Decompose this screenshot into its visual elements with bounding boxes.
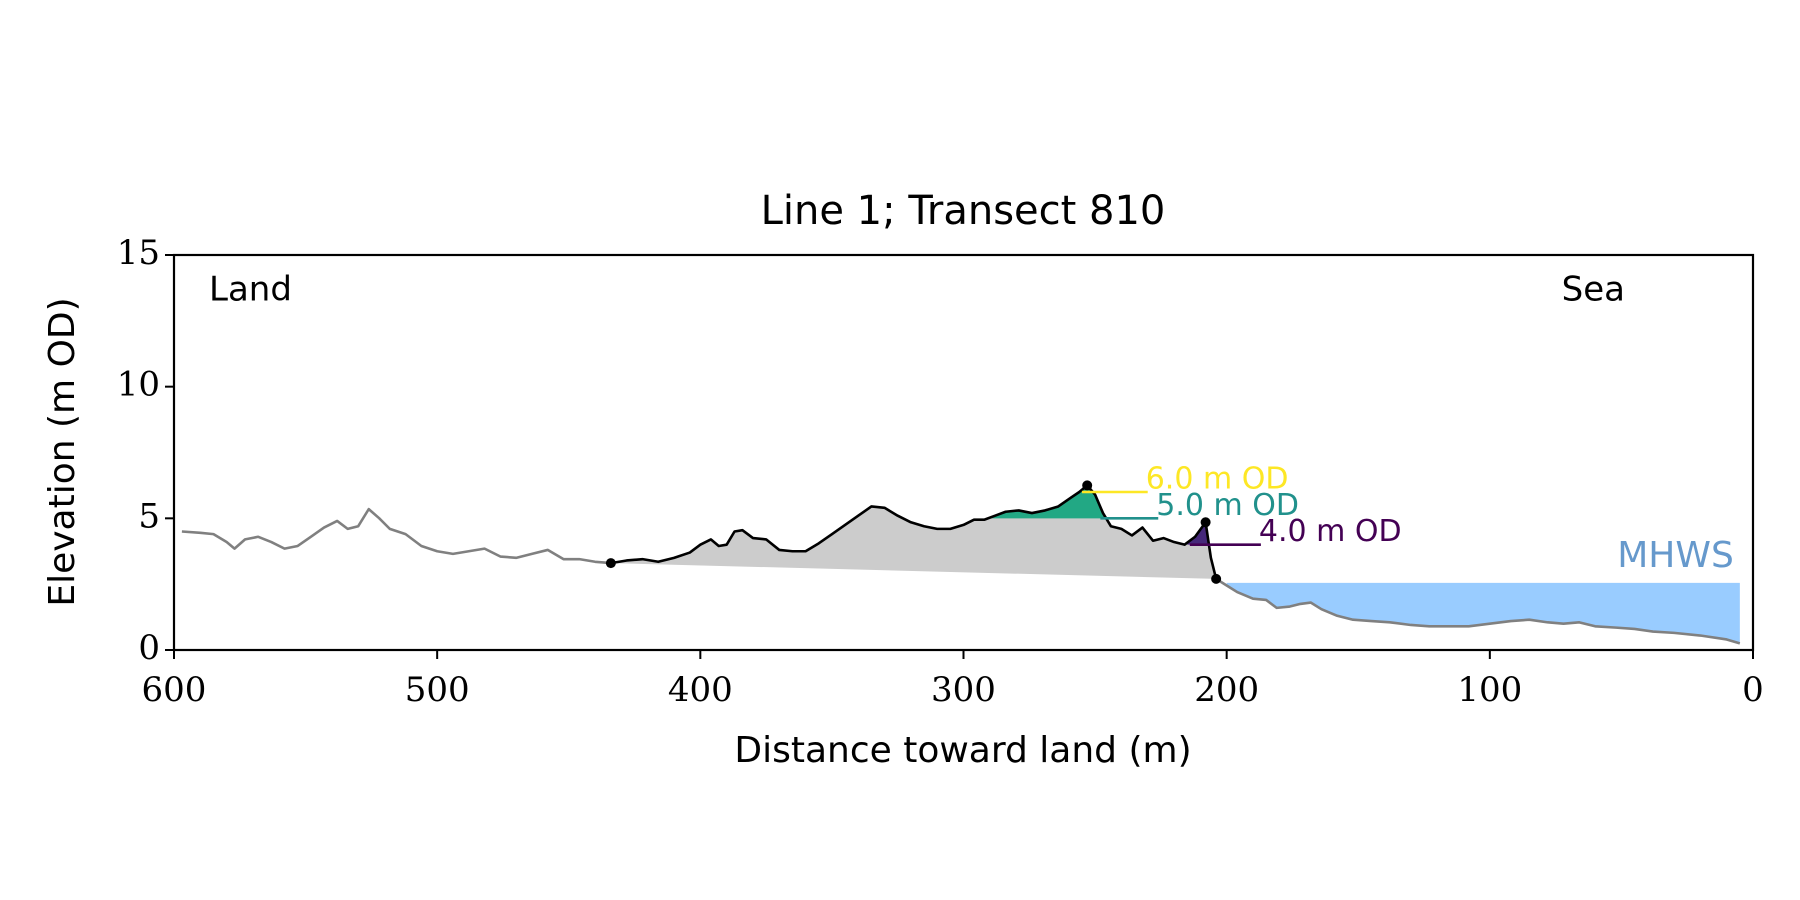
annotation: Sea xyxy=(1562,270,1625,310)
level-label: 6.0 m OD xyxy=(1146,462,1289,497)
mhws-fill xyxy=(1226,582,1740,644)
x-tick-label: 300 xyxy=(931,670,996,710)
mhws-label: MHWS xyxy=(1617,535,1734,576)
y-tick-label: 5 xyxy=(138,496,160,536)
profile-marker xyxy=(605,558,616,569)
profile-marker xyxy=(1200,517,1211,528)
profile-marker xyxy=(1082,480,1093,491)
annotation: Land xyxy=(209,270,292,310)
level-label: 4.0 m OD xyxy=(1259,514,1402,549)
level-fill xyxy=(984,485,1105,519)
x-tick-label: 0 xyxy=(1742,670,1764,710)
profile-marker xyxy=(1211,573,1222,584)
x-tick-label: 500 xyxy=(405,670,470,710)
x-tick-label: 200 xyxy=(1194,670,1259,710)
x-tick-label: 600 xyxy=(142,670,207,710)
x-axis-label: Distance toward land (m) xyxy=(734,730,1191,771)
profile-line xyxy=(610,484,1218,580)
y-tick-label: 15 xyxy=(117,233,160,273)
level-label: 5.0 m OD xyxy=(1156,488,1299,523)
y-tick-label: 0 xyxy=(138,628,160,668)
chart-title: Line 1; Transect 810 xyxy=(761,188,1166,234)
x-tick-label: 100 xyxy=(1457,670,1522,710)
profile-line xyxy=(181,507,1741,645)
y-tick-label: 10 xyxy=(117,365,160,405)
x-tick-label: 400 xyxy=(668,670,733,710)
y-axis-label: Elevation (m OD) xyxy=(42,297,83,606)
